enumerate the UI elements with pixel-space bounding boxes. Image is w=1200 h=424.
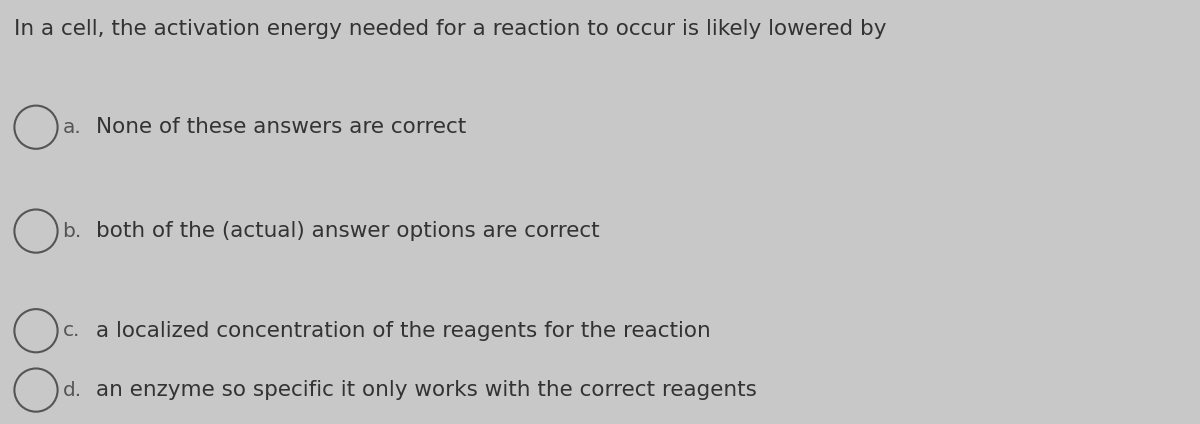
Text: d.: d. xyxy=(62,381,82,399)
Text: both of the (actual) answer options are correct: both of the (actual) answer options are … xyxy=(96,221,600,241)
Text: In a cell, the activation energy needed for a reaction to occur is likely lowere: In a cell, the activation energy needed … xyxy=(14,19,887,39)
Text: b.: b. xyxy=(62,222,82,240)
Text: an enzyme so specific it only works with the correct reagents: an enzyme so specific it only works with… xyxy=(96,380,757,400)
Text: c.: c. xyxy=(62,321,79,340)
Text: None of these answers are correct: None of these answers are correct xyxy=(96,117,467,137)
Text: a.: a. xyxy=(62,118,82,137)
Text: a localized concentration of the reagents for the reaction: a localized concentration of the reagent… xyxy=(96,321,710,341)
